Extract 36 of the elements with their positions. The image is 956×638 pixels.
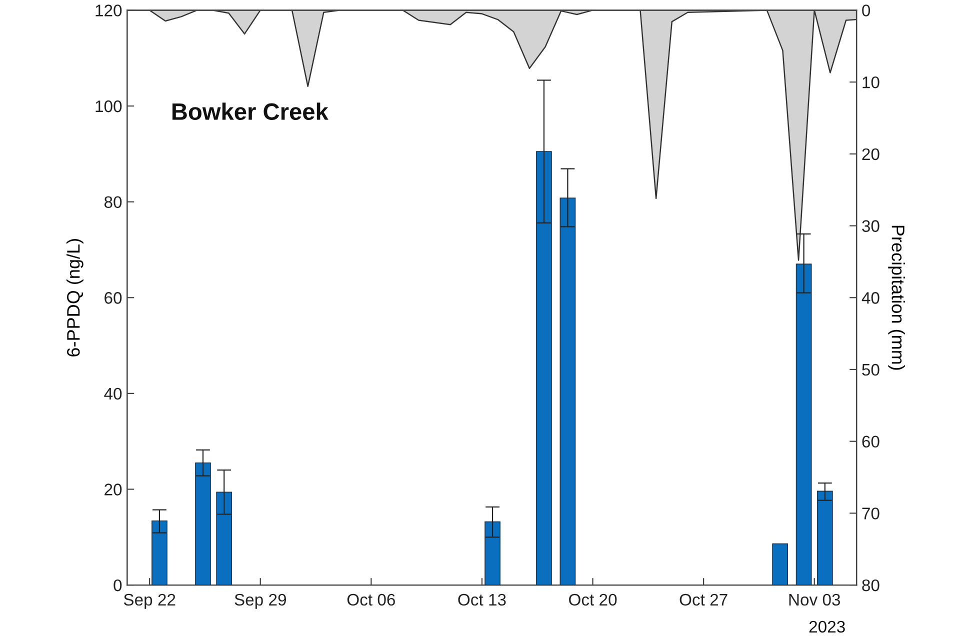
x-tick-label: Sep 22 [124,594,176,609]
y2-tick-label: 10 [862,76,880,88]
bar [796,264,812,586]
y-tick-label: 80 [104,196,122,208]
y2-tick-label: 80 [862,579,880,592]
x-tick-label: Oct 20 [569,594,617,606]
bar [536,151,552,586]
y2-tick-label: 50 [862,364,880,376]
annotation: Bowker Creek [172,102,328,120]
bar [484,521,500,586]
y-tick-label: 20 [104,484,122,496]
x-tick-label: Nov 03 [789,594,840,606]
y-tick-label: 0 [114,579,122,592]
x-tick-label: Oct 27 [680,594,728,606]
y-tick-label: 40 [104,388,122,400]
y-axis-title: 6-PPDQ (ng/L) [66,239,84,356]
x-tick-label: Oct 06 [347,594,395,606]
y2-tick-label: 40 [862,292,880,304]
y2-tick-label: 20 [862,148,880,160]
bar [816,490,833,586]
bar [560,198,576,586]
bar [152,520,168,586]
x-tick-label: Oct 13 [458,594,506,606]
y-tick-label: 120 [96,4,122,16]
y2-tick-label: 0 [862,4,870,16]
text: 2023 [809,620,845,633]
bar [772,543,788,586]
y-tick-label: 60 [104,292,122,304]
y2-axis-title: Precipitation (mm) [888,226,905,370]
y2-tick-label: 60 [862,436,880,448]
x-tick-label: Sep 29 [234,594,286,609]
y-tick-label: 100 [96,100,122,112]
bar [195,462,211,586]
y2-tick-label: 30 [862,220,880,232]
bar [216,492,232,586]
y2-tick-label: 70 [862,508,880,520]
